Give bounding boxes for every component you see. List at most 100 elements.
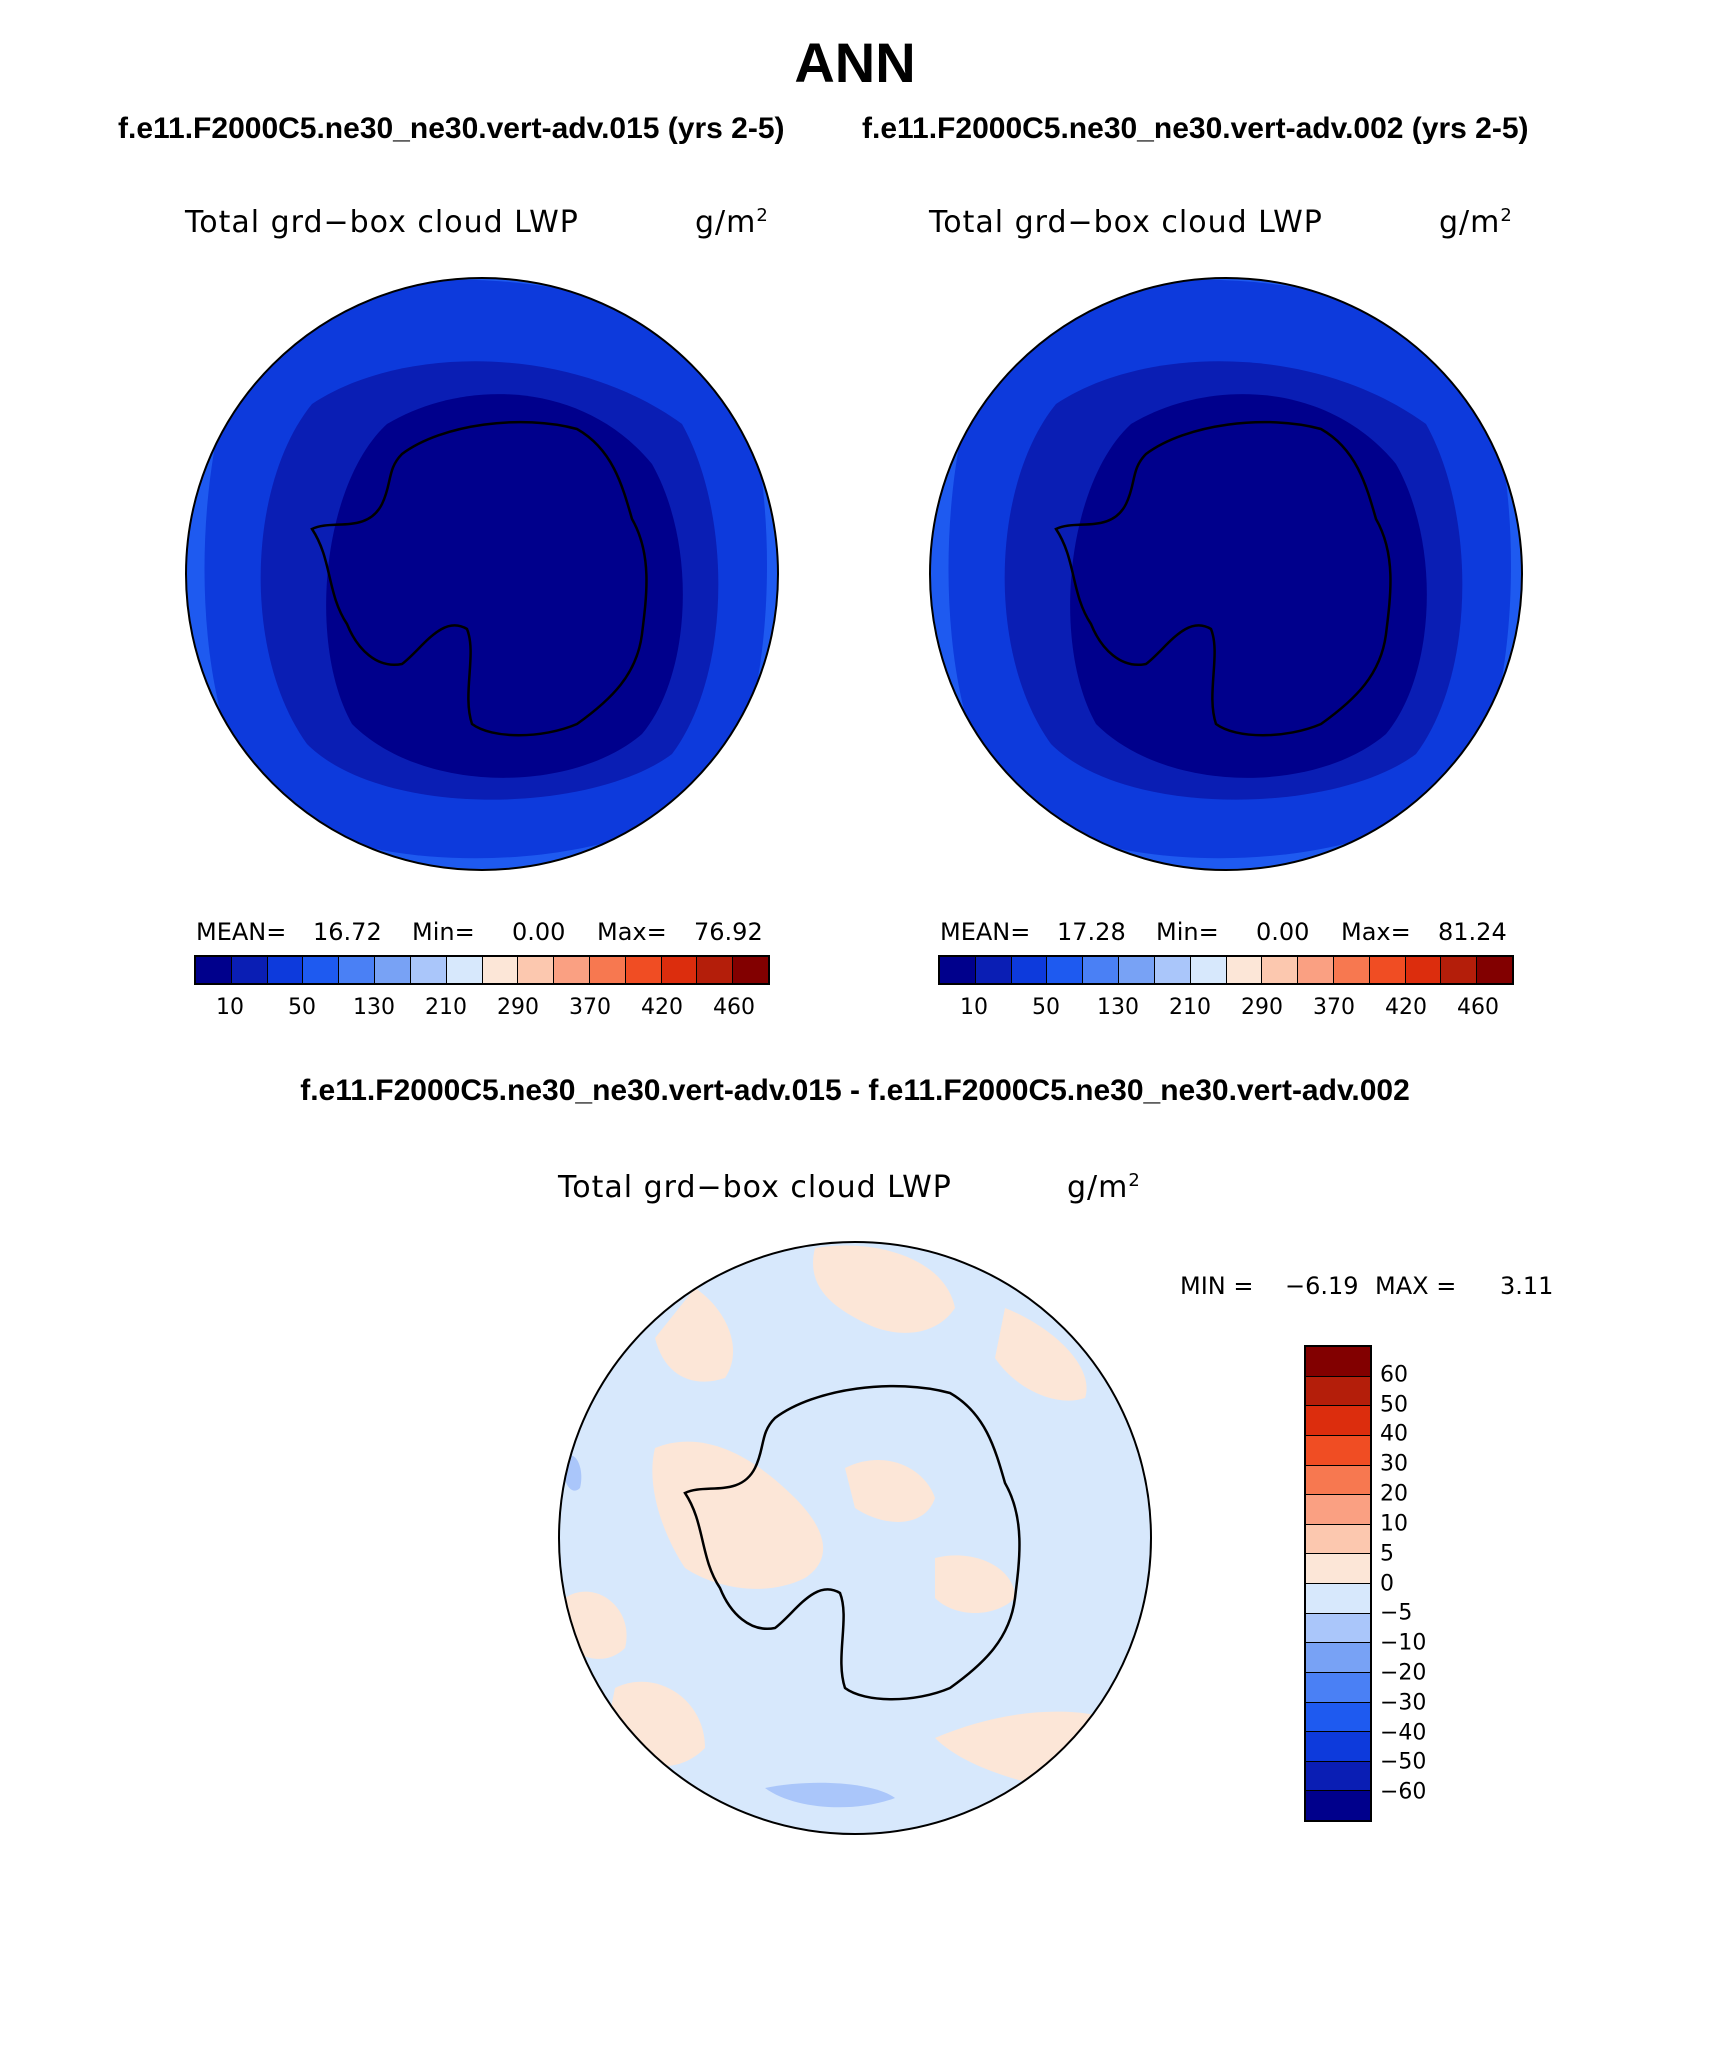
panel3-min: −6.19 xyxy=(1285,1272,1359,1300)
colorbar-swatch xyxy=(1306,1495,1370,1525)
panel1-colorbar-ticks: 10 50 130 210 290 370 420 460 xyxy=(194,995,770,1025)
colorbar-tick-label: 460 xyxy=(1457,995,1499,1020)
colorbar-tick-label: 420 xyxy=(1385,995,1427,1020)
colorbar-swatch xyxy=(1306,1347,1370,1377)
colorbar-swatch xyxy=(1306,1732,1370,1762)
colorbar-tick-label: 370 xyxy=(1313,995,1355,1020)
panel3-colorbar xyxy=(1304,1345,1372,1822)
panel2-coastline xyxy=(1054,420,1392,737)
colorbar-tick-label: 460 xyxy=(713,995,755,1020)
panel2-max: 81.24 xyxy=(1438,918,1507,946)
colorbar-swatch xyxy=(1262,957,1299,983)
colorbar-swatch xyxy=(940,957,976,983)
colorbar-swatch xyxy=(1369,957,1406,983)
colorbar-tick-label: 130 xyxy=(1097,995,1139,1020)
colorbar-swatch xyxy=(375,957,411,983)
panel2-max-label: Max= xyxy=(1341,918,1411,946)
colorbar-swatch xyxy=(1226,957,1263,983)
colorbar-swatch xyxy=(446,957,483,983)
diff-title: f.e11.F2000C5.ne30_ne30.vert-adv.015 - f… xyxy=(300,1074,1410,1107)
colorbar-swatch xyxy=(410,957,447,983)
colorbar-swatch xyxy=(1119,957,1155,983)
colorbar-swatch xyxy=(733,957,768,983)
colorbar-swatch xyxy=(1306,1643,1370,1673)
colorbar-swatch xyxy=(1154,957,1191,983)
colorbar-swatch xyxy=(1047,957,1084,983)
panel3-neg-patch xyxy=(765,1782,895,1808)
colorbar-swatch xyxy=(1011,957,1048,983)
main-title: ANN xyxy=(794,31,916,94)
colorbar-swatch xyxy=(482,957,519,983)
colorbar-swatch xyxy=(196,957,232,983)
colorbar-tick-label: −40 xyxy=(1380,1720,1427,1746)
panel2-field-core xyxy=(1070,394,1427,778)
colorbar-tick-label: 50 xyxy=(1380,1392,1408,1418)
panel3-map xyxy=(558,1241,1152,1835)
colorbar-swatch xyxy=(231,957,268,983)
panel1-mean-label: MEAN= xyxy=(196,918,287,946)
colorbar-tick-label: 60 xyxy=(1380,1362,1408,1388)
panel1-min: 0.00 xyxy=(512,918,566,946)
panel1-max: 76.92 xyxy=(694,918,763,946)
panel3-coastline xyxy=(683,1384,1021,1701)
panel3-units: g/m2 xyxy=(1067,1170,1141,1205)
panel1-max-label: Max= xyxy=(597,918,667,946)
panel2-mean: 17.28 xyxy=(1057,918,1126,946)
panel3-max-label: MAX = xyxy=(1375,1272,1457,1300)
colorbar-tick-label: 10 xyxy=(960,995,988,1020)
colorbar-tick-label: 40 xyxy=(1380,1421,1408,1447)
colorbar-swatch xyxy=(625,957,662,983)
panel2-min-label: Min= xyxy=(1156,918,1219,946)
panel3-variable: Total grd−box cloud LWP xyxy=(558,1170,952,1205)
colorbar-swatch xyxy=(1306,1376,1370,1407)
colorbar-swatch xyxy=(554,957,590,983)
panel3-pos-patch xyxy=(813,1245,955,1333)
panel3-colorbar-ticks: 60 50 40 30 20 10 5 0 −5 −10 −20 −30 −40 −50 −60 xyxy=(1380,1345,1480,1822)
colorbar-tick-label: 20 xyxy=(1380,1481,1408,1507)
colorbar-swatch xyxy=(1298,957,1334,983)
colorbar-tick-label: 370 xyxy=(569,995,611,1020)
colorbar-tick-label: 210 xyxy=(1169,995,1211,1020)
panel2-min: 0.00 xyxy=(1256,918,1310,946)
panel2-colorbar-ticks: 10 50 130 210 290 370 420 460 xyxy=(938,995,1514,1025)
panel2-mean-label: MEAN= xyxy=(940,918,1031,946)
panel3-max: 3.11 xyxy=(1500,1272,1554,1300)
colorbar-tick-label: 50 xyxy=(1032,995,1060,1020)
panel2-variable: Total grd−box cloud LWP xyxy=(929,205,1323,240)
panel3-pos-patch xyxy=(995,1308,1087,1401)
colorbar-swatch xyxy=(267,957,304,983)
colorbar-swatch xyxy=(1306,1465,1370,1496)
colorbar-tick-label: −20 xyxy=(1380,1660,1427,1686)
colorbar-tick-label: −30 xyxy=(1380,1690,1427,1716)
colorbar-swatch xyxy=(518,957,555,983)
colorbar-swatch xyxy=(1333,957,1370,983)
colorbar-swatch xyxy=(975,957,1012,983)
colorbar-tick-label: 420 xyxy=(641,995,683,1020)
panel3-pos-patch xyxy=(652,1441,824,1589)
colorbar-swatch xyxy=(1441,957,1478,983)
colorbar-swatch xyxy=(1306,1524,1370,1555)
colorbar-tick-label: 290 xyxy=(497,995,539,1020)
colorbar-swatch xyxy=(1306,1761,1370,1792)
colorbar-swatch xyxy=(1306,1554,1370,1584)
panel3-pos-patch xyxy=(845,1459,935,1522)
colorbar-tick-label: 10 xyxy=(1380,1511,1408,1537)
panel2-colorbar xyxy=(938,955,1514,985)
colorbar-swatch xyxy=(1405,957,1442,983)
panel1-mean: 16.72 xyxy=(313,918,382,946)
panel1-colorbar xyxy=(194,955,770,985)
colorbar-swatch xyxy=(1306,1435,1370,1466)
colorbar-swatch xyxy=(661,957,698,983)
colorbar-swatch xyxy=(303,957,340,983)
panel2-units: g/m2 xyxy=(1439,205,1513,240)
colorbar-tick-label: −60 xyxy=(1380,1779,1427,1805)
case-left-title: f.e11.F2000C5.ne30_ne30.vert-adv.015 (yr… xyxy=(118,112,785,145)
panel1-variable: Total grd−box cloud LWP xyxy=(185,205,579,240)
panel3-pos-patch xyxy=(655,1288,734,1382)
colorbar-tick-label: 50 xyxy=(288,995,316,1020)
colorbar-swatch xyxy=(1306,1791,1370,1820)
colorbar-swatch xyxy=(697,957,734,983)
panel2-map xyxy=(929,277,1523,871)
colorbar-tick-label: −10 xyxy=(1380,1630,1427,1656)
colorbar-swatch xyxy=(1306,1702,1370,1733)
